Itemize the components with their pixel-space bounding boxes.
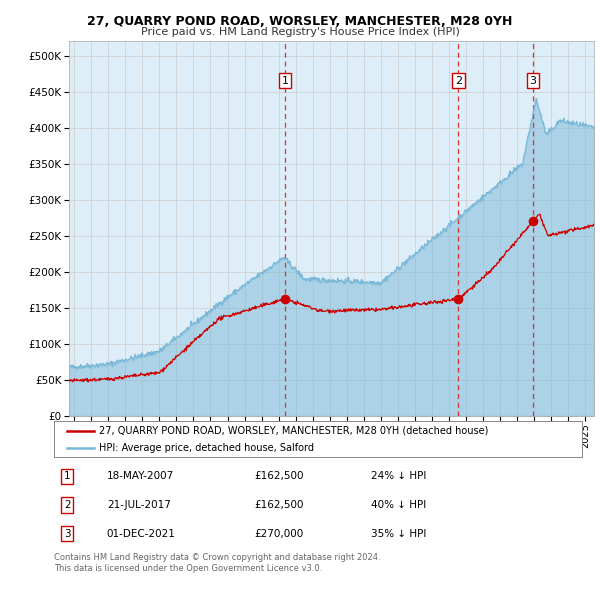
Text: 3: 3 (64, 529, 71, 539)
Text: 1: 1 (281, 76, 289, 86)
Text: 21-JUL-2017: 21-JUL-2017 (107, 500, 170, 510)
Text: 1: 1 (64, 471, 71, 481)
Text: £162,500: £162,500 (254, 471, 304, 481)
Text: 35% ↓ HPI: 35% ↓ HPI (371, 529, 426, 539)
Text: 27, QUARRY POND ROAD, WORSLEY, MANCHESTER, M28 0YH: 27, QUARRY POND ROAD, WORSLEY, MANCHESTE… (88, 15, 512, 28)
Text: 2: 2 (64, 500, 71, 510)
Text: 24% ↓ HPI: 24% ↓ HPI (371, 471, 426, 481)
Text: 18-MAY-2007: 18-MAY-2007 (107, 471, 174, 481)
Text: 27, QUARRY POND ROAD, WORSLEY, MANCHESTER, M28 0YH (detached house): 27, QUARRY POND ROAD, WORSLEY, MANCHESTE… (99, 426, 488, 436)
Text: £270,000: £270,000 (254, 529, 304, 539)
Text: 2: 2 (455, 76, 462, 86)
Text: 40% ↓ HPI: 40% ↓ HPI (371, 500, 426, 510)
Text: HPI: Average price, detached house, Salford: HPI: Average price, detached house, Salf… (99, 442, 314, 453)
Text: 01-DEC-2021: 01-DEC-2021 (107, 529, 176, 539)
Text: Contains HM Land Registry data © Crown copyright and database right 2024.
This d: Contains HM Land Registry data © Crown c… (54, 553, 380, 573)
Text: £162,500: £162,500 (254, 500, 304, 510)
Text: 3: 3 (529, 76, 536, 86)
Text: Price paid vs. HM Land Registry's House Price Index (HPI): Price paid vs. HM Land Registry's House … (140, 27, 460, 37)
